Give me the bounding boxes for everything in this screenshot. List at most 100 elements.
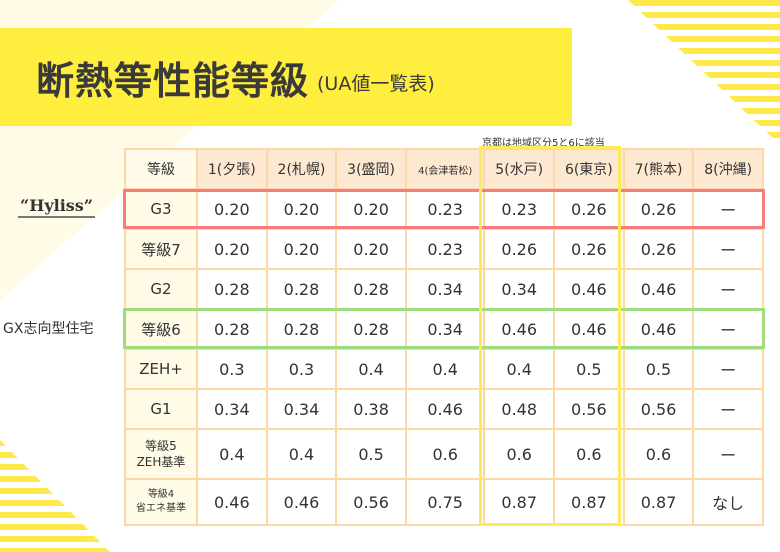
row-label: ZEH+ [124, 348, 198, 390]
table-cell: 0.46 [265, 478, 338, 526]
table-cell: 0.87 [622, 478, 695, 526]
table-cell: 0.4 [483, 348, 556, 390]
table-row: 等級6 0.28 0.28 0.28 0.34 0.46 0.46 0.46 ー [124, 308, 764, 350]
table-row: ZEH+ 0.3 0.3 0.4 0.4 0.4 0.5 0.5 ー [124, 348, 764, 390]
table-cell: 0.46 [553, 268, 625, 310]
table-cell: 0.6 [553, 428, 625, 480]
table-cell: 0.56 [553, 388, 625, 430]
kyoto-note: 京都は地域区分5と6に該当 [482, 138, 605, 149]
header-region-4: 4(会津若松) [404, 148, 486, 190]
table-cell: 0.6 [622, 428, 695, 480]
row-label-text: 等級4 [147, 489, 175, 500]
table-cell: 0.26 [622, 188, 695, 230]
header-region-6: 6(東京) [553, 148, 625, 190]
title-banner: 断熱等性能等級 (UA値一覧表) [0, 28, 572, 126]
table-cell: 0.46 [553, 308, 625, 350]
table-cell: 0.26 [483, 228, 556, 270]
row-label: 等級4 省エネ基準 [124, 478, 198, 526]
table-cell: 0.87 [553, 478, 625, 526]
table-row: 等級5 ZEH基準 0.4 0.4 0.5 0.6 0.6 0.6 0.6 ー [124, 428, 764, 480]
table-cell: 0.46 [483, 308, 556, 350]
table-cell: 0.5 [622, 348, 695, 390]
table-cell: 0.28 [265, 268, 338, 310]
table-cell: 0.20 [196, 228, 268, 270]
table-cell: 0.4 [265, 428, 338, 480]
header-region-8: 8(沖縄) [692, 148, 764, 190]
table-cell: 0.34 [483, 268, 556, 310]
row-label-text: 等級5 [145, 439, 177, 453]
table-cell: 0.20 [335, 188, 407, 230]
row-label-text: ZEH+ [139, 360, 183, 378]
row-label-text: 等級7 [141, 240, 181, 259]
row-label-subtext: ZEH基準 [136, 455, 186, 469]
table-cell: 0.28 [196, 268, 268, 310]
header-grade: 等級 [124, 148, 198, 190]
row-label: 等級5 ZEH基準 [124, 428, 198, 480]
table-cell: ー [692, 228, 764, 270]
row-label-subtext: 省エネ基準 [136, 503, 186, 514]
table-cell: 0.46 [622, 308, 695, 350]
table-cell: 0.3 [265, 348, 338, 390]
row-label: G1 [124, 388, 198, 430]
row-label-text: 等級6 [141, 320, 181, 339]
row-label-text: G3 [150, 200, 172, 218]
table-row: G1 0.34 0.34 0.38 0.46 0.48 0.56 0.56 ー [124, 388, 764, 430]
table-cell: 0.34 [404, 268, 486, 310]
table-cell: 0.26 [553, 228, 625, 270]
table-cell: 0.23 [483, 188, 556, 230]
row-label: G3 [124, 188, 198, 230]
table-cell: 0.20 [335, 228, 407, 270]
table-cell: ー [692, 308, 764, 350]
table-cell: ー [692, 188, 764, 230]
decorative-stripes-bottom-left [0, 440, 110, 552]
ua-value-table: 等級 1(夕張) 2(札幌) 3(盛岡) 4(会津若松) 5(水戸) 6(東京) 7(熊本) 8… [124, 148, 764, 526]
decorative-stripes-top-right [628, 0, 780, 145]
table-cell: 0.23 [404, 228, 486, 270]
table-cell: 0.20 [265, 188, 338, 230]
table-cell: 0.5 [553, 348, 625, 390]
table-cell: 0.4 [335, 348, 407, 390]
header-region-2: 2(札幌) [265, 148, 338, 190]
gx-label: GX志向型住宅 [3, 321, 94, 337]
table-cell: 0.34 [196, 388, 268, 430]
row-label-text: G1 [150, 400, 172, 418]
table-cell: 0.46 [196, 478, 268, 526]
header-region-5: 5(水戸) [483, 148, 556, 190]
table-row: G3 0.20 0.20 0.20 0.23 0.23 0.26 0.26 ー [124, 188, 764, 230]
table-cell: 0.28 [265, 308, 338, 350]
table-cell: 0.56 [622, 388, 695, 430]
table-cell: 0.28 [335, 268, 407, 310]
table-row: G2 0.28 0.28 0.28 0.34 0.34 0.46 0.46 ー [124, 268, 764, 310]
table-cell: 0.48 [483, 388, 556, 430]
table-cell: 0.34 [404, 308, 486, 350]
row-label: 等級6 [124, 308, 198, 350]
header-region-7: 7(熊本) [622, 148, 695, 190]
table-header-row: 等級 1(夕張) 2(札幌) 3(盛岡) 4(会津若松) 5(水戸) 6(東京) 7(熊本) 8… [124, 148, 764, 190]
page-subtitle: (UA値一覧表) [317, 72, 435, 95]
table-cell: 0.75 [404, 478, 486, 526]
table-cell: ー [692, 388, 764, 430]
header-region-1: 1(夕張) [196, 148, 268, 190]
table-cell: 0.28 [196, 308, 268, 350]
table-cell: 0.38 [335, 388, 407, 430]
table-cell: 0.3 [196, 348, 268, 390]
row-label: G2 [124, 268, 198, 310]
table-cell: なし [692, 478, 764, 526]
header-region-3: 3(盛岡) [335, 148, 407, 190]
table-cell: 0.6 [404, 428, 486, 480]
table-cell: 0.23 [404, 188, 486, 230]
row-label: 等級7 [124, 228, 198, 270]
table-cell: ー [692, 268, 764, 310]
hyliss-label: “Hyliss” [18, 196, 95, 218]
table-cell: 0.4 [196, 428, 268, 480]
table-cell: 0.26 [622, 228, 695, 270]
table-cell: 0.20 [265, 228, 338, 270]
table-row: 等級7 0.20 0.20 0.20 0.23 0.26 0.26 0.26 ー [124, 228, 764, 270]
table-cell: ー [692, 428, 764, 480]
table-row: 等級4 省エネ基準 0.46 0.46 0.56 0.75 0.87 0.87 0.87 なし [124, 478, 764, 526]
table-cell: 0.6 [483, 428, 556, 480]
table-cell: 0.46 [622, 268, 695, 310]
page-title: 断熱等性能等級 [36, 58, 310, 103]
table-cell: 0.46 [404, 388, 486, 430]
table-cell: 0.56 [335, 478, 407, 526]
